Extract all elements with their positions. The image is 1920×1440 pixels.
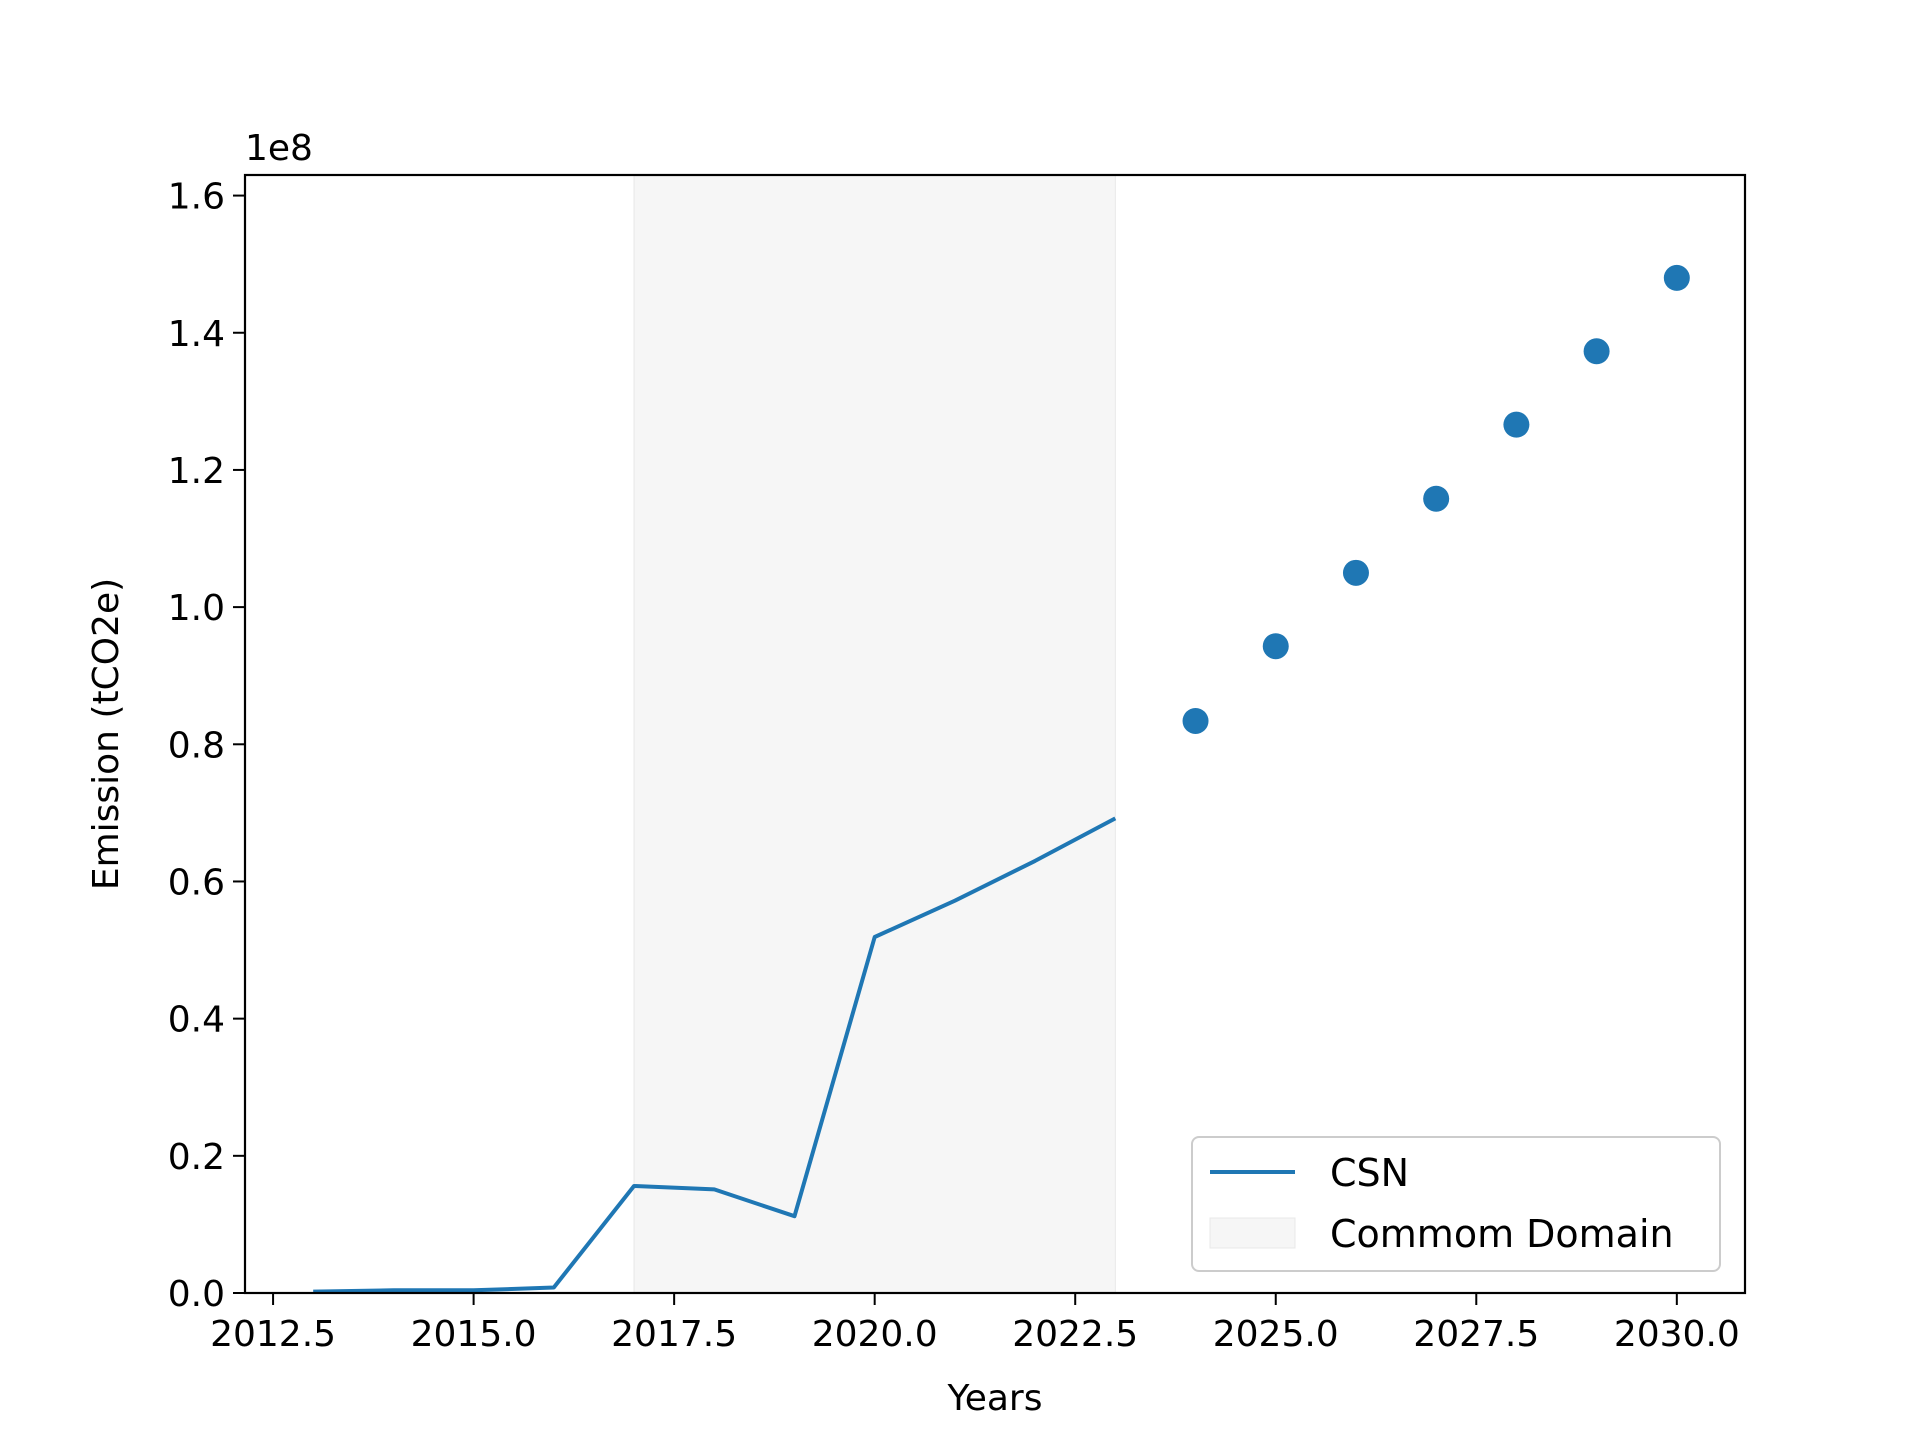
- y-tick-label: 0.4: [168, 1000, 225, 1041]
- y-axis-label: Emission (tCO2e): [86, 578, 127, 890]
- y-tick-label: 1.4: [168, 314, 225, 355]
- x-axis-ticks: 2012.5 2015.0 2017.5 2020.0 2022.5 2025.0 2027…: [210, 1293, 1740, 1355]
- common-domain-region: [633, 174, 1116, 1294]
- y-tick-label: 1.6: [168, 177, 225, 218]
- x-axis-label: Years: [947, 1378, 1043, 1419]
- legend-label-common-domain: Commom Domain: [1330, 1212, 1674, 1256]
- y-axis-ticks: 0.0 0.2 0.4 0.6 0.8 1.0 1.2 1.4 1.6: [168, 177, 245, 1315]
- legend-label-csn: CSN: [1330, 1151, 1409, 1195]
- projection-point-2027: [1423, 485, 1450, 512]
- shaded-region-layer: [633, 174, 1116, 1294]
- projection-point-2029: [1583, 338, 1610, 365]
- legend-box: [1191, 1136, 1721, 1272]
- legend: CSN Commom Domain: [1191, 1136, 1721, 1272]
- projection-point-2025: [1262, 633, 1289, 660]
- series-layer: [313, 264, 1690, 1294]
- x-tick-label: 2022.5: [1012, 1314, 1138, 1355]
- legend-shade-swatch: [1209, 1217, 1296, 1249]
- projection-point-2030: [1663, 264, 1690, 291]
- projection-point-2028: [1503, 411, 1530, 438]
- x-tick-label: 2017.5: [611, 1314, 737, 1355]
- projection-point-2026: [1342, 559, 1369, 586]
- x-tick-label: 2020.0: [812, 1314, 938, 1355]
- series-line-csn: [313, 816, 1117, 1294]
- y-tick-label: 1.2: [168, 451, 225, 492]
- x-tick-label: 2027.5: [1413, 1314, 1539, 1355]
- y-tick-label: 1.0: [168, 588, 225, 629]
- y-tick-label: 0.0: [168, 1274, 225, 1315]
- projection-point-2024: [1182, 707, 1209, 734]
- y-tick-label: 0.6: [168, 862, 225, 903]
- y-tick-label: 0.2: [168, 1137, 225, 1178]
- x-tick-label: 2025.0: [1213, 1314, 1339, 1355]
- x-tick-label: 2015.0: [411, 1314, 537, 1355]
- x-tick-label: 2012.5: [210, 1314, 336, 1355]
- plot-frame: [243, 173, 1747, 1295]
- y-tick-label: 0.8: [168, 725, 225, 766]
- y-scale-label: 1e8: [245, 128, 313, 169]
- x-tick-label: 2030.0: [1614, 1314, 1740, 1355]
